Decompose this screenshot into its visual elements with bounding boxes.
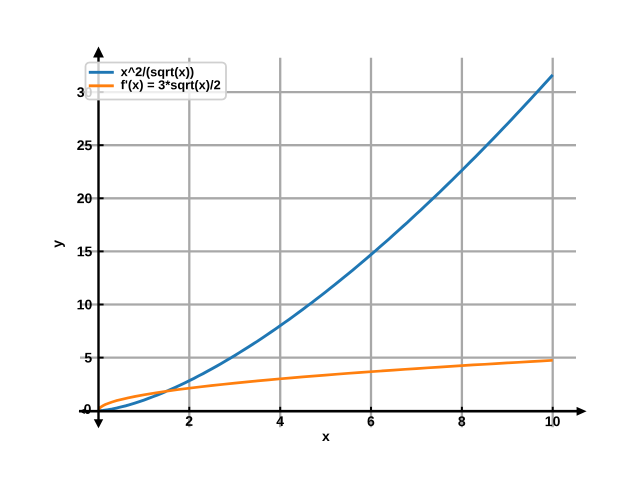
svg-text:0: 0 (84, 401, 92, 417)
svg-text:10: 10 (77, 296, 93, 312)
svg-text:5: 5 (84, 349, 92, 365)
svg-text:y: y (49, 240, 65, 248)
svg-text:20: 20 (77, 190, 93, 206)
svg-text:6: 6 (367, 413, 375, 429)
svg-text:8: 8 (458, 413, 466, 429)
svg-text:15: 15 (77, 243, 93, 259)
svg-text:2: 2 (185, 413, 193, 429)
svg-text:x^2/(sqrt(x)): x^2/(sqrt(x)) (121, 64, 195, 79)
svg-text:x: x (322, 428, 330, 444)
svg-text:10: 10 (545, 413, 561, 429)
svg-text:f'(x) = 3*sqrt(x)/2: f'(x) = 3*sqrt(x)/2 (121, 77, 221, 92)
svg-text:4: 4 (276, 413, 284, 429)
svg-text:25: 25 (77, 137, 93, 153)
